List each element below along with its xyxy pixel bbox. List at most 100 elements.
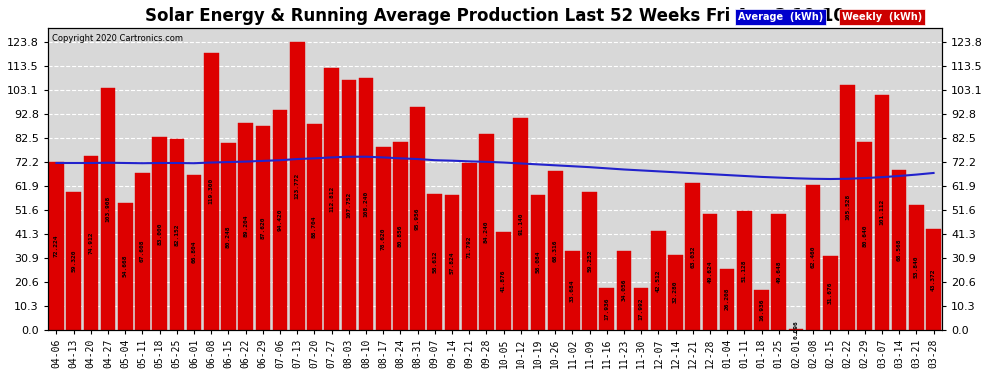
Text: 0.096: 0.096 [793,320,799,339]
Text: 71.792: 71.792 [466,235,471,258]
Text: 68.316: 68.316 [552,239,557,262]
Bar [892,171,907,330]
Text: 63.032: 63.032 [690,245,695,268]
Text: 82.152: 82.152 [174,223,179,246]
Bar [634,288,648,330]
Text: 33.684: 33.684 [570,279,575,302]
Text: 59.320: 59.320 [71,249,76,272]
Bar [428,194,443,330]
Bar [50,162,63,330]
Text: 119.300: 119.300 [209,178,214,204]
Text: 54.668: 54.668 [123,255,128,278]
Text: 84.240: 84.240 [484,220,489,243]
Text: 72.224: 72.224 [53,235,59,257]
Bar [668,255,683,330]
Text: 57.824: 57.824 [449,251,454,274]
Text: 51.128: 51.128 [742,259,746,282]
Bar [754,290,769,330]
Title: Solar Energy & Running Average Production Last 52 Weeks Fri Apr 3 19:10: Solar Energy & Running Average Productio… [146,7,844,25]
Bar [600,288,614,330]
Text: 62.460: 62.460 [811,246,816,268]
Text: 42.512: 42.512 [656,269,661,291]
Text: 41.876: 41.876 [501,270,506,292]
Text: 43.372: 43.372 [931,268,937,291]
Bar [187,175,201,330]
Bar [823,256,838,330]
Bar [239,123,252,330]
Bar [169,139,184,330]
Bar [547,171,562,330]
Bar [272,111,287,330]
Bar [445,195,459,330]
Text: 53.840: 53.840 [914,256,919,278]
Text: 59.252: 59.252 [587,250,592,272]
Bar [342,80,356,330]
Text: 66.804: 66.804 [191,241,197,263]
Text: 123.772: 123.772 [295,173,300,199]
Text: 74.912: 74.912 [88,231,93,254]
Bar [514,118,528,330]
Text: 16.936: 16.936 [759,299,764,321]
Bar [358,78,373,330]
Bar [204,53,219,330]
Bar [927,229,940,330]
Text: Weekly  (kWh): Weekly (kWh) [842,12,923,22]
Text: Average  (kWh): Average (kWh) [739,12,824,22]
Text: 17.992: 17.992 [639,297,644,320]
Text: 88.704: 88.704 [312,216,317,238]
Bar [496,232,511,330]
Bar [83,156,98,330]
Text: 49.648: 49.648 [776,261,781,283]
Text: 68.568: 68.568 [897,239,902,261]
Text: 89.204: 89.204 [244,215,248,237]
Bar [909,205,924,330]
Bar [565,252,580,330]
Text: 32.280: 32.280 [673,281,678,303]
Text: 87.620: 87.620 [260,217,265,239]
Bar [66,192,81,330]
Bar [325,68,339,330]
Bar [307,124,322,330]
Text: 91.140: 91.140 [519,213,524,235]
Bar [410,107,425,330]
Bar [841,85,855,330]
Text: 58.612: 58.612 [433,251,438,273]
Bar [874,95,889,330]
Text: 67.608: 67.608 [140,240,145,262]
Bar [135,173,149,330]
Text: 83.000: 83.000 [157,222,162,245]
Bar [617,251,632,330]
Text: 80.248: 80.248 [226,225,231,248]
Bar [582,192,597,330]
Bar [720,269,735,330]
Text: 17.936: 17.936 [604,298,609,320]
Bar [738,211,751,330]
Bar [221,143,236,330]
Bar [806,184,821,330]
Text: 31.676: 31.676 [828,282,833,304]
Text: 34.056: 34.056 [622,279,627,302]
Text: 95.956: 95.956 [415,207,420,230]
Text: 58.084: 58.084 [536,251,541,273]
Bar [393,142,408,330]
Bar [651,231,665,330]
Text: 105.528: 105.528 [845,194,850,220]
Bar [118,203,133,330]
Bar [101,88,116,330]
Text: 26.208: 26.208 [725,288,730,310]
Bar [685,183,700,330]
Text: 112.812: 112.812 [329,186,334,212]
Bar [152,137,167,330]
Bar [703,214,718,330]
Bar [531,195,545,330]
Bar [376,147,390,330]
Bar [255,126,270,330]
Bar [290,42,305,330]
Text: 80.640: 80.640 [862,225,867,247]
Text: 94.420: 94.420 [277,209,282,231]
Bar [462,163,476,330]
Text: 103.908: 103.908 [106,196,111,222]
Bar [771,214,786,330]
Text: 107.752: 107.752 [346,192,351,218]
Text: 101.112: 101.112 [879,199,884,225]
